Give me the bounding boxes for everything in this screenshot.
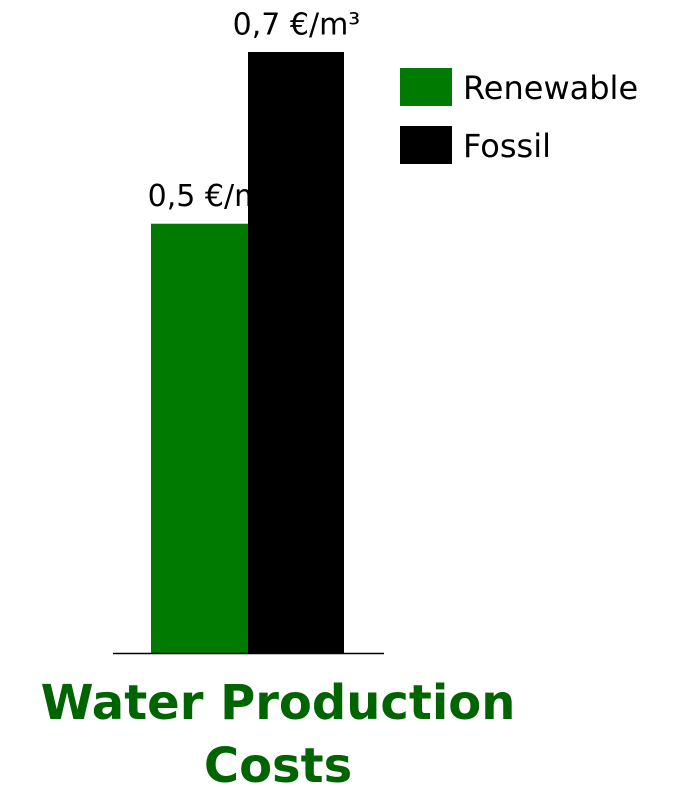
chart-title: Water Production Costs (40, 675, 516, 794)
bar (151, 223, 248, 653)
value-label: 0,7 €/m³ (233, 8, 361, 43)
legend-swatch (400, 68, 452, 106)
legend-label: Renewable (463, 69, 638, 107)
legend-label: Fossil (463, 127, 551, 165)
legend-swatch (400, 126, 452, 164)
bar (248, 52, 344, 653)
